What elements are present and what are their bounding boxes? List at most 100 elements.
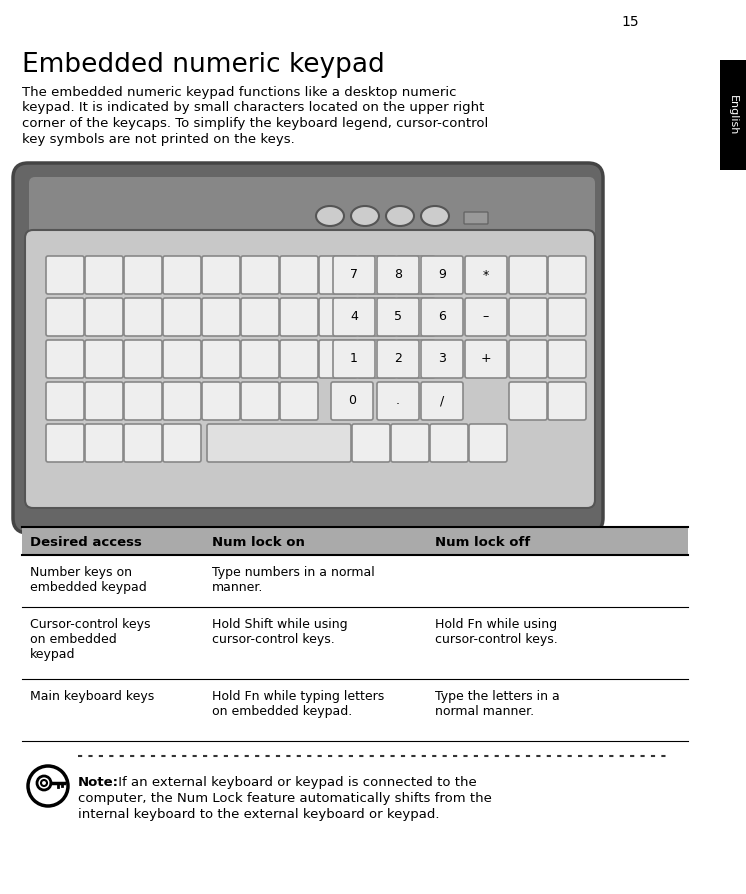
- FancyBboxPatch shape: [397, 298, 435, 336]
- Text: embedded keypad: embedded keypad: [30, 581, 147, 594]
- Text: Number keys on: Number keys on: [30, 566, 132, 579]
- FancyBboxPatch shape: [465, 298, 507, 336]
- Text: Main keyboard keys: Main keyboard keys: [30, 690, 154, 703]
- FancyBboxPatch shape: [548, 256, 586, 294]
- Text: cursor-control keys.: cursor-control keys.: [212, 633, 335, 646]
- FancyBboxPatch shape: [509, 382, 547, 420]
- FancyBboxPatch shape: [421, 382, 463, 420]
- FancyBboxPatch shape: [331, 382, 373, 420]
- Text: –: –: [483, 310, 489, 324]
- FancyBboxPatch shape: [46, 298, 84, 336]
- Text: 4: 4: [350, 310, 358, 324]
- FancyBboxPatch shape: [319, 298, 357, 336]
- FancyBboxPatch shape: [124, 298, 162, 336]
- Text: The embedded numeric keypad functions like a desktop numeric: The embedded numeric keypad functions li…: [22, 86, 457, 99]
- FancyBboxPatch shape: [548, 298, 586, 336]
- FancyBboxPatch shape: [46, 382, 84, 420]
- Text: +: +: [480, 352, 492, 366]
- FancyBboxPatch shape: [124, 340, 162, 378]
- FancyBboxPatch shape: [430, 424, 468, 462]
- FancyBboxPatch shape: [377, 382, 419, 420]
- FancyBboxPatch shape: [202, 256, 240, 294]
- FancyBboxPatch shape: [548, 382, 586, 420]
- Text: key symbols are not printed on the keys.: key symbols are not printed on the keys.: [22, 132, 295, 146]
- Ellipse shape: [351, 206, 379, 226]
- FancyBboxPatch shape: [358, 340, 396, 378]
- Text: 0: 0: [348, 394, 356, 408]
- FancyBboxPatch shape: [46, 256, 84, 294]
- Text: English: English: [728, 95, 738, 135]
- FancyBboxPatch shape: [46, 340, 84, 378]
- FancyBboxPatch shape: [13, 163, 603, 533]
- FancyBboxPatch shape: [377, 340, 419, 378]
- FancyBboxPatch shape: [319, 340, 357, 378]
- FancyBboxPatch shape: [333, 256, 375, 294]
- Text: Hold Fn while typing letters: Hold Fn while typing letters: [212, 690, 384, 703]
- Bar: [22, 527, 688, 555]
- FancyBboxPatch shape: [29, 177, 595, 254]
- Ellipse shape: [386, 206, 414, 226]
- FancyBboxPatch shape: [202, 382, 240, 420]
- Circle shape: [28, 766, 68, 806]
- Text: keypad: keypad: [30, 648, 75, 661]
- Text: 3: 3: [438, 352, 446, 366]
- FancyBboxPatch shape: [358, 256, 396, 294]
- Text: Num lock off: Num lock off: [435, 536, 530, 550]
- Text: Type the letters in a: Type the letters in a: [435, 690, 560, 703]
- Text: *: *: [483, 268, 489, 282]
- FancyBboxPatch shape: [548, 340, 586, 378]
- FancyBboxPatch shape: [163, 256, 201, 294]
- Text: 1: 1: [350, 352, 358, 366]
- Text: normal manner.: normal manner.: [435, 705, 534, 718]
- FancyBboxPatch shape: [465, 340, 507, 378]
- Text: Cursor-control keys: Cursor-control keys: [30, 618, 151, 631]
- Text: 8: 8: [394, 268, 402, 282]
- FancyBboxPatch shape: [163, 298, 201, 336]
- Text: computer, the Num Lock feature automatically shifts from the: computer, the Num Lock feature automatic…: [78, 792, 492, 805]
- Text: Embedded numeric keypad: Embedded numeric keypad: [22, 52, 385, 78]
- Text: internal keyboard to the external keyboard or keypad.: internal keyboard to the external keyboa…: [78, 808, 439, 821]
- Text: 9: 9: [438, 268, 446, 282]
- Text: Num lock on: Num lock on: [212, 536, 305, 550]
- FancyBboxPatch shape: [280, 256, 318, 294]
- Text: Hold Fn while using: Hold Fn while using: [435, 618, 557, 631]
- FancyBboxPatch shape: [85, 298, 123, 336]
- FancyBboxPatch shape: [163, 424, 201, 462]
- Text: If an external keyboard or keypad is connected to the: If an external keyboard or keypad is con…: [114, 776, 477, 789]
- Text: /: /: [440, 394, 444, 408]
- Text: on embedded keypad.: on embedded keypad.: [212, 705, 352, 718]
- FancyBboxPatch shape: [509, 340, 547, 378]
- Text: Type numbers in a normal: Type numbers in a normal: [212, 566, 374, 579]
- FancyBboxPatch shape: [85, 256, 123, 294]
- Bar: [720, 60, 746, 170]
- Ellipse shape: [421, 206, 449, 226]
- Text: 6: 6: [438, 310, 446, 324]
- Text: 7: 7: [350, 268, 358, 282]
- FancyBboxPatch shape: [241, 256, 279, 294]
- Text: 2: 2: [394, 352, 402, 366]
- FancyBboxPatch shape: [202, 340, 240, 378]
- Text: corner of the keycaps. To simplify the keyboard legend, cursor-control: corner of the keycaps. To simplify the k…: [22, 117, 488, 130]
- FancyBboxPatch shape: [85, 382, 123, 420]
- FancyBboxPatch shape: [319, 256, 357, 294]
- FancyBboxPatch shape: [85, 340, 123, 378]
- FancyBboxPatch shape: [421, 340, 463, 378]
- FancyBboxPatch shape: [163, 340, 201, 378]
- FancyBboxPatch shape: [391, 424, 429, 462]
- FancyBboxPatch shape: [421, 298, 463, 336]
- Text: .: .: [396, 394, 400, 408]
- FancyBboxPatch shape: [421, 256, 463, 294]
- Text: cursor-control keys.: cursor-control keys.: [435, 633, 558, 646]
- FancyBboxPatch shape: [358, 298, 396, 336]
- FancyBboxPatch shape: [202, 298, 240, 336]
- Text: 5: 5: [394, 310, 402, 324]
- FancyBboxPatch shape: [163, 382, 201, 420]
- FancyBboxPatch shape: [124, 424, 162, 462]
- FancyBboxPatch shape: [333, 340, 375, 378]
- FancyBboxPatch shape: [207, 424, 351, 462]
- Text: 15: 15: [621, 15, 639, 29]
- Text: on embedded: on embedded: [30, 633, 117, 646]
- FancyBboxPatch shape: [46, 424, 84, 462]
- FancyBboxPatch shape: [241, 298, 279, 336]
- Text: manner.: manner.: [212, 581, 263, 594]
